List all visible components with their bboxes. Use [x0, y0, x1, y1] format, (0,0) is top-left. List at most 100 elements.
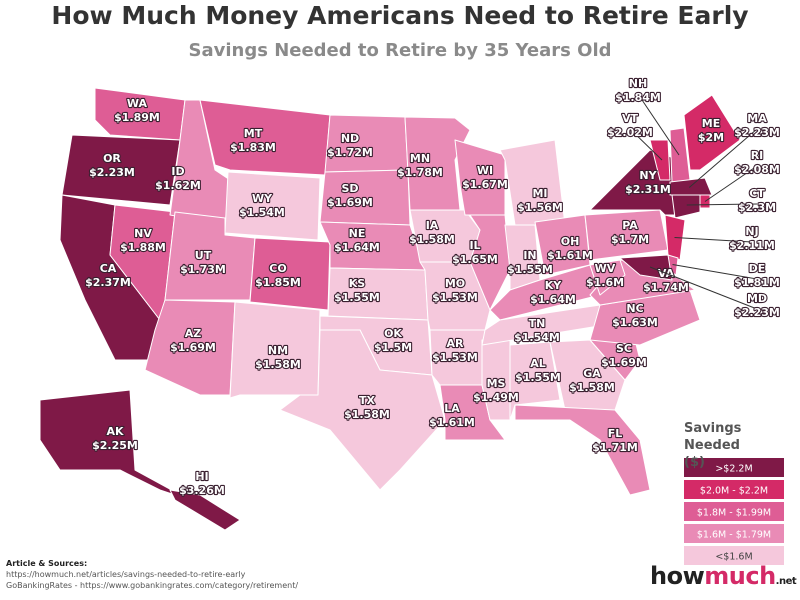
state-abbr: UT — [195, 249, 212, 262]
state-value: $1.61M — [547, 249, 593, 262]
state-abbr: SD — [341, 182, 358, 195]
leader-line — [637, 93, 680, 156]
state-value: $1.53M — [432, 291, 478, 304]
state-value: $1.81M — [734, 276, 780, 289]
state-value: $2.31M — [625, 183, 671, 196]
state-abbr: TX — [359, 394, 376, 407]
state — [224, 171, 321, 241]
state-value: $1.69M — [170, 341, 216, 354]
leader-line — [686, 203, 758, 206]
state-value: $1.55M — [507, 263, 553, 276]
state-abbr: IA — [426, 219, 439, 232]
legend: >$2.2M $2.0M - $2.2M $1.8M - $1.99M $1.6M -… — [684, 458, 784, 565]
source-link[interactable]: https://howmuch.net/articles/savings-nee… — [6, 570, 246, 579]
legend-swatch — [684, 480, 784, 499]
state-abbr: IN — [523, 249, 536, 262]
state-abbr: AK — [106, 425, 124, 438]
state — [509, 341, 561, 421]
state — [94, 87, 186, 141]
state-abbr: WI — [477, 164, 493, 177]
legend-label: >$2.2M — [715, 464, 752, 475]
legend-label: <$1.6M — [715, 552, 752, 563]
state-value: $1.89M — [114, 111, 160, 124]
state — [619, 254, 673, 281]
legend-swatch — [684, 524, 784, 543]
state-abbr: NY — [639, 169, 657, 182]
state-abbr: KS — [349, 277, 366, 290]
state-abbr: IL — [469, 239, 480, 252]
state — [514, 404, 651, 496]
state — [649, 139, 671, 181]
state-value: $3.26M — [179, 484, 225, 497]
legend-swatch — [684, 546, 784, 565]
state — [589, 259, 626, 296]
state-value: $1.71M — [592, 441, 638, 454]
state-value: $1.58M — [409, 233, 455, 246]
state — [279, 329, 446, 491]
state-value: $1.83M — [230, 141, 276, 154]
state-value: $1.64M — [334, 241, 380, 254]
state-value: $2.23M — [734, 126, 780, 139]
state-abbr: MI — [532, 187, 547, 200]
title: How Much Money Americans Need to Retire … — [51, 1, 748, 30]
state-abbr: PA — [622, 219, 638, 232]
state-value: $1.55M — [334, 291, 380, 304]
state-abbr: OK — [384, 327, 402, 340]
state — [61, 134, 181, 206]
state-value: $2.37M — [85, 276, 131, 289]
legend-label: $1.6M - $1.79M — [697, 530, 771, 541]
state-value: $1.84M — [615, 91, 661, 104]
state-value: $1.65M — [452, 253, 498, 266]
state-abbr: WY — [252, 192, 273, 205]
state-value: $1.54M — [514, 331, 560, 344]
logo-part: much — [704, 562, 776, 590]
state-abbr: KY — [545, 279, 563, 292]
state-abbr: CA — [100, 262, 117, 275]
logo-part: .net — [775, 576, 797, 587]
state-abbr: HI — [195, 470, 208, 483]
logo: howmuch.net — [650, 562, 797, 590]
state — [199, 99, 331, 176]
state-abbr: SC — [616, 342, 632, 355]
state-abbr: NE — [349, 227, 366, 240]
state-abbr: RI — [751, 149, 764, 162]
state-value: $1.69M — [601, 356, 647, 369]
state-value: $1.49M — [473, 391, 519, 404]
subtitle: Savings Needed to Retire by 35 Years Old — [189, 40, 612, 61]
state-abbr: OR — [103, 152, 121, 165]
state-value: $1.5M — [374, 341, 412, 354]
state — [249, 237, 331, 311]
sources-title: Article & Sources: — [6, 559, 88, 568]
state-abbr: MT — [244, 127, 263, 140]
state-abbr: MS — [487, 377, 506, 390]
state-value: $1.85M — [255, 276, 301, 289]
state-labels: WA$1.89MOR$2.23MCA$2.37MNV$1.88MID$1.62M… — [84, 76, 781, 498]
state-abbr: WA — [127, 97, 148, 110]
state-abbr: VT — [622, 112, 639, 125]
state-abbr: AZ — [185, 327, 202, 340]
state-abbr: MO — [445, 277, 465, 290]
state-value: $1.58M — [344, 408, 390, 421]
state — [229, 301, 321, 399]
state-value: $1.62M — [155, 179, 201, 192]
source-link[interactable]: GoBankingRates - https://www.gobankingra… — [6, 581, 299, 590]
state-value: $2.11M — [729, 239, 775, 252]
leader-line — [674, 237, 753, 243]
leader-line — [649, 266, 758, 310]
state-abbr: CT — [749, 187, 765, 200]
state-value: $1.61M — [429, 416, 475, 429]
state-abbr: ME — [702, 117, 720, 130]
state-abbr: ID — [171, 165, 184, 178]
state-abbr: DE — [749, 262, 766, 275]
states — [39, 87, 741, 531]
state-value: $1.72M — [327, 146, 373, 159]
state-abbr: NC — [626, 302, 643, 315]
state-value: $1.74M — [643, 281, 689, 294]
state-abbr: OH — [561, 235, 580, 248]
state-abbr: MA — [747, 112, 767, 125]
state-abbr: FL — [608, 427, 623, 440]
state-value: $2.02M — [607, 126, 653, 139]
state-abbr: ND — [341, 132, 359, 145]
